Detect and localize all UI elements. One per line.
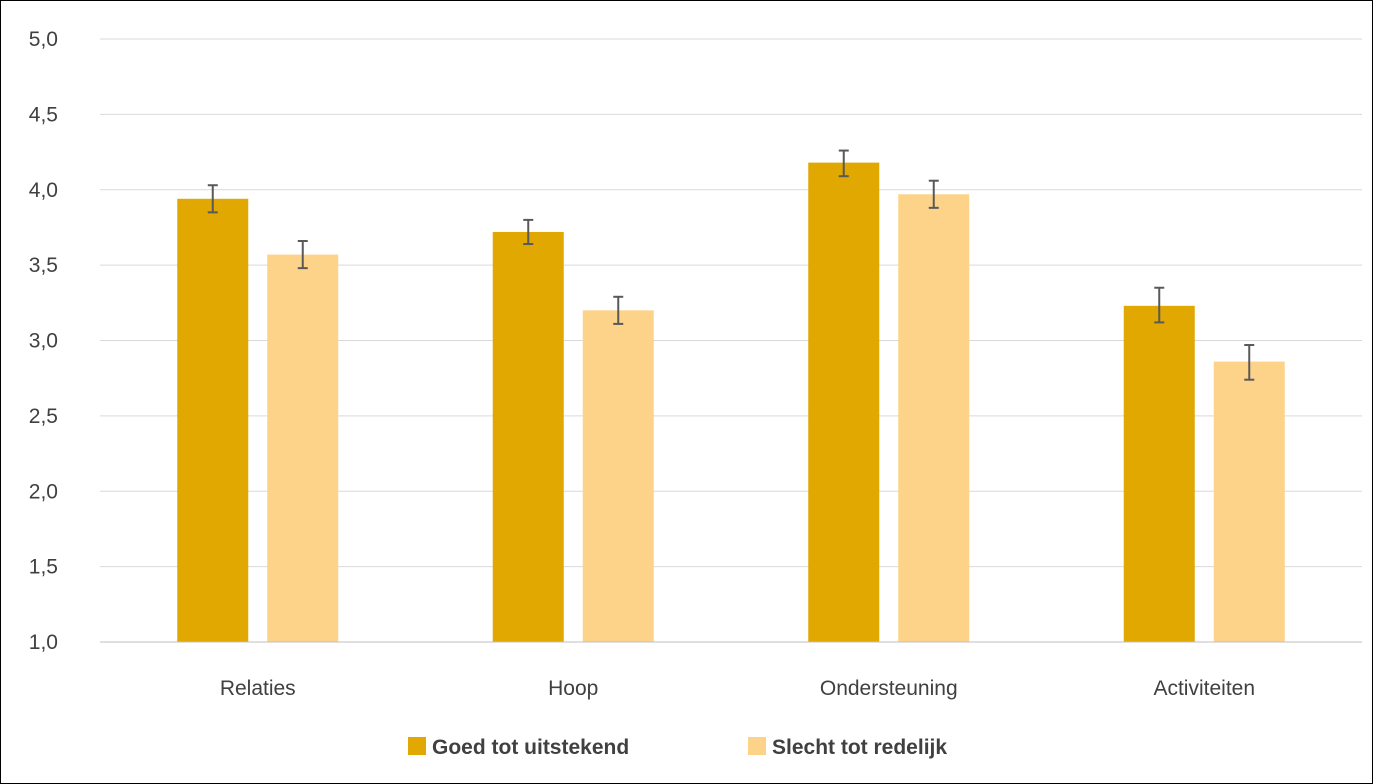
bar-goed-hoop: [492, 231, 564, 642]
error-bars: [207, 149, 1255, 381]
error-bar: [297, 240, 308, 270]
error-bar: [838, 149, 849, 178]
bar-slecht-activiteiten: [1213, 361, 1285, 642]
y-tick-label: 1,0: [29, 631, 58, 654]
legend-swatch: [408, 737, 426, 755]
category-label: Ondersteuning: [820, 677, 958, 700]
y-tick-label: 3,5: [29, 254, 58, 277]
error-bar: [928, 179, 939, 209]
legend: Goed tot uitstekend Slecht tot redelijk: [408, 736, 947, 759]
y-tick-label: 1,5: [29, 556, 58, 579]
bar-slecht-hoop: [582, 310, 654, 642]
error-bar: [523, 218, 534, 246]
error-bar: [207, 184, 218, 214]
error-bar: [613, 295, 624, 325]
bars: [177, 162, 1285, 643]
category-label: Hoop: [548, 677, 598, 700]
bar-goed-relaties: [177, 198, 249, 643]
bar-slecht-ondersteuning: [898, 194, 970, 642]
category-label: Relaties: [220, 677, 296, 700]
bar-slecht-relaties: [267, 254, 339, 642]
legend-label: Slecht tot redelijk: [772, 736, 947, 759]
y-axis-tick-labels: 1,0 1,5 2,0 2,5 3,0 3,5 4,0 4,5 5,0: [29, 28, 58, 654]
bar-goed-activiteiten: [1123, 305, 1195, 642]
legend-swatch: [748, 737, 766, 755]
y-tick-label: 4,0: [29, 179, 58, 202]
bar-goed-ondersteuning: [808, 162, 880, 643]
y-tick-label: 4,5: [29, 103, 58, 126]
error-bar: [1154, 286, 1165, 324]
legend-label: Goed tot uitstekend: [432, 736, 629, 759]
error-bar: [1244, 344, 1255, 381]
y-tick-label: 2,5: [29, 405, 58, 428]
y-tick-label: 5,0: [29, 28, 58, 51]
category-label: Activiteiten: [1153, 677, 1255, 700]
category-labels: Relaties Hoop Ondersteuning Activiteiten: [220, 677, 1255, 700]
y-tick-label: 2,0: [29, 480, 58, 503]
y-tick-label: 3,0: [29, 330, 58, 353]
